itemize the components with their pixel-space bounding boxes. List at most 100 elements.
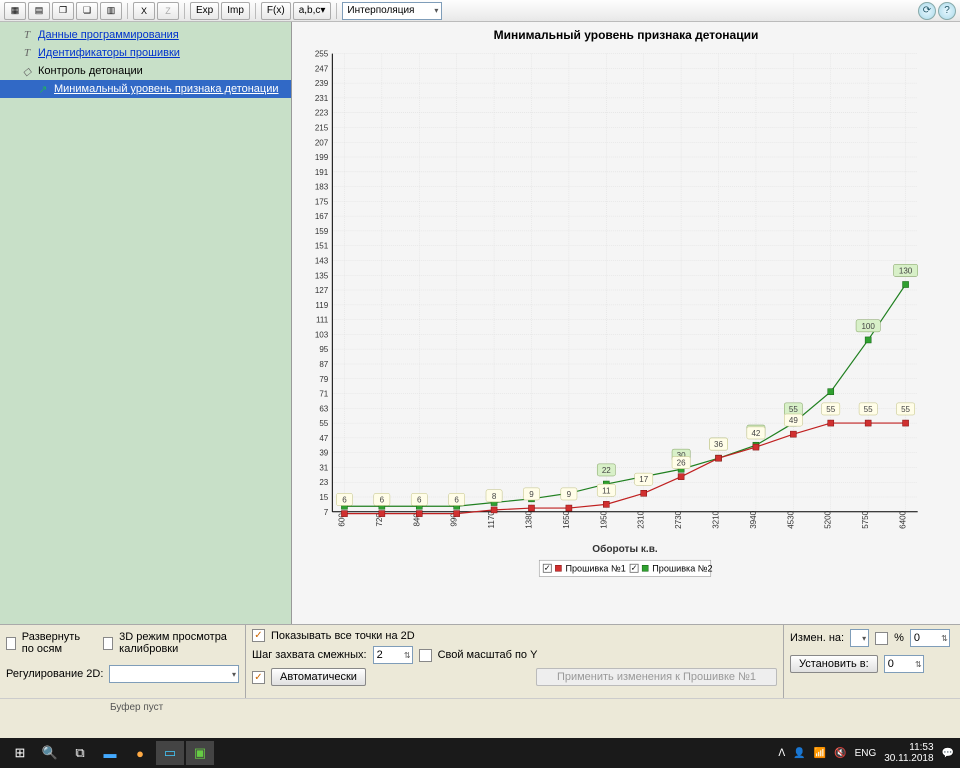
clock-date: 30.11.2018 <box>884 753 933 764</box>
svg-text:1650: 1650 <box>562 510 571 528</box>
search-icon[interactable]: 🔍 <box>36 741 64 765</box>
adjacent-step-spinner[interactable]: 2 <box>373 646 413 664</box>
show-all-points-checkbox[interactable] <box>252 629 265 642</box>
percent-label: % <box>894 632 904 644</box>
toolbar-imp-button[interactable]: Imp <box>221 2 250 20</box>
tree-label: Данные программирования <box>38 29 179 41</box>
bottom-panel: Развернуть по осям 3D режим просмотра ка… <box>0 624 960 698</box>
svg-text:6: 6 <box>380 496 385 505</box>
svg-text:39: 39 <box>319 449 328 458</box>
svg-text:36: 36 <box>714 440 723 449</box>
svg-text:2310: 2310 <box>637 510 646 528</box>
change-by-combo[interactable] <box>850 629 869 647</box>
change-by-value[interactable]: 0 <box>910 629 950 647</box>
toolbar-btn-2[interactable]: ▤ <box>28 2 50 20</box>
svg-text:55: 55 <box>789 405 798 414</box>
svg-text:55: 55 <box>864 405 873 414</box>
set-to-value[interactable]: 0 <box>884 655 924 673</box>
own-y-scale-checkbox[interactable] <box>419 649 432 662</box>
svg-text:7: 7 <box>324 508 329 517</box>
svg-text:247: 247 <box>315 64 329 73</box>
interpolation-combo[interactable]: Интерполяция <box>342 2 442 20</box>
svg-text:199: 199 <box>315 153 329 162</box>
toolbar-exp-button[interactable]: Exp <box>190 2 219 20</box>
svg-text:255: 255 <box>315 50 329 59</box>
svg-text:207: 207 <box>315 138 329 147</box>
svg-text:49: 49 <box>789 416 798 425</box>
tray-volume-icon[interactable]: 🔇 <box>834 748 846 759</box>
mode-3d-checkbox[interactable] <box>103 637 113 650</box>
percent-checkbox[interactable] <box>875 632 888 645</box>
regulation-2d-combo[interactable] <box>109 665 239 683</box>
svg-text:3210: 3210 <box>712 510 721 528</box>
tray-people-icon[interactable]: 👤 <box>793 748 805 759</box>
svg-text:8: 8 <box>492 492 497 501</box>
tree-item-min-knock-level[interactable]: ↗ Минимальный уровень признака детонации <box>0 80 291 98</box>
toolbar-btn-5[interactable]: ▥ <box>100 2 122 20</box>
toolbar-refresh-button[interactable]: ⟳ <box>918 2 936 20</box>
svg-text:5200: 5200 <box>824 510 833 528</box>
toolbar-help-button[interactable]: ? <box>938 2 956 20</box>
tree-label: Идентификаторы прошивки <box>38 47 180 59</box>
clock-time: 11:53 <box>884 742 933 753</box>
svg-text:143: 143 <box>315 257 329 266</box>
svg-text:3940: 3940 <box>749 510 758 528</box>
taskbar-clock[interactable]: 11:53 30.11.2018 <box>884 742 933 764</box>
svg-text:47: 47 <box>319 434 328 443</box>
tree-sidebar: T Данные программирования T Идентификато… <box>0 22 292 624</box>
svg-text:4530: 4530 <box>786 510 795 528</box>
toolbar-z-button[interactable]: Z <box>157 2 179 20</box>
set-to-button[interactable]: Установить в: <box>790 655 878 673</box>
regulation-2d-label: Регулирование 2D: <box>6 668 103 680</box>
tray-network-icon[interactable]: 📶 <box>814 748 826 759</box>
show-all-points-label: Показывать все точки на 2D <box>271 630 415 642</box>
taskbar-app-3[interactable]: ▭ <box>156 741 184 765</box>
toolbar-x-button[interactable]: X <box>133 2 155 20</box>
expand-axes-label: Развернуть по осям <box>22 631 94 655</box>
svg-text:79: 79 <box>319 375 328 384</box>
change-by-label: Измен. на: <box>790 632 844 644</box>
tray-notifications-icon[interactable]: 💬 <box>942 748 954 759</box>
auto-button[interactable]: Автоматически <box>271 668 366 686</box>
svg-text:6: 6 <box>454 496 459 505</box>
svg-text:55: 55 <box>319 419 328 428</box>
tree-item-programming-data[interactable]: T Данные программирования <box>0 26 291 44</box>
toolbar-btn-4[interactable]: ❏ <box>76 2 98 20</box>
adjacent-step-label: Шаг захвата смежных: <box>252 649 367 661</box>
svg-text:6: 6 <box>417 496 422 505</box>
svg-text:1950: 1950 <box>599 510 608 528</box>
auto-checkbox[interactable] <box>252 671 265 684</box>
start-button[interactable]: ⊞ <box>6 741 34 765</box>
svg-text:103: 103 <box>315 330 329 339</box>
svg-text:183: 183 <box>315 183 329 192</box>
svg-text:223: 223 <box>315 109 329 118</box>
toolbar-btn-3[interactable]: ❐ <box>52 2 74 20</box>
chart-panel: Минимальный уровень признака детонации 7… <box>292 22 960 624</box>
svg-text:175: 175 <box>315 197 329 206</box>
taskbar-app-1[interactable]: ▬ <box>96 741 124 765</box>
buffer-status-bar: Буфер пуст <box>0 698 960 716</box>
tree-item-firmware-ids[interactable]: T Идентификаторы прошивки <box>0 44 291 62</box>
svg-text:9: 9 <box>567 490 572 499</box>
toolbar-abc-button[interactable]: a,b,c ▾ <box>293 2 332 20</box>
task-view-icon[interactable]: ⧉ <box>66 741 94 765</box>
toolbar-fx-button[interactable]: F(x) <box>261 2 291 20</box>
expand-axes-checkbox[interactable] <box>6 637 16 650</box>
svg-text:130: 130 <box>899 266 913 275</box>
mode-3d-label: 3D режим просмотра калибровки <box>119 631 239 655</box>
svg-text:231: 231 <box>315 94 329 103</box>
svg-text:100: 100 <box>861 322 875 331</box>
tree-item-knock-control[interactable]: ◇ Контроль детонации <box>0 62 291 80</box>
toolbar-btn-1[interactable]: ▦ <box>4 2 26 20</box>
taskbar-app-4[interactable]: ▣ <box>186 741 214 765</box>
taskbar-app-2[interactable]: ● <box>126 741 154 765</box>
svg-text:5750: 5750 <box>861 510 870 528</box>
line-chart: 7152331394755637179879510311111912713514… <box>296 44 952 622</box>
svg-text:55: 55 <box>826 405 835 414</box>
tray-lang[interactable]: ENG <box>855 748 877 759</box>
chart-title: Минимальный уровень признака детонации <box>292 22 960 44</box>
text-icon: T <box>20 46 34 60</box>
svg-text:✓: ✓ <box>544 563 551 572</box>
svg-text:1380: 1380 <box>524 510 533 528</box>
tray-chevron-icon[interactable]: ᐱ <box>778 748 785 759</box>
